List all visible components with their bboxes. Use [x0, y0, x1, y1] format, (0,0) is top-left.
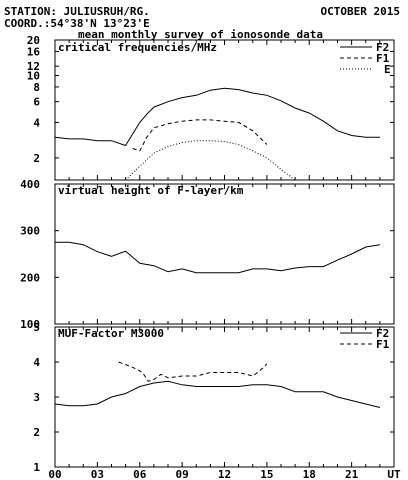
- series-line-p3-f2: [54, 380, 381, 408]
- x-tick-label: 06: [133, 468, 147, 480]
- y-tick-label-p1: 8: [33, 81, 40, 94]
- panel-title-frequencies: critical frequencies/MHz: [58, 41, 217, 54]
- panel-frame-frequencies: [54, 39, 395, 181]
- coord-label: COORD.:54°38'N 13°23'E: [4, 17, 150, 30]
- series-line-p3-f1: [118, 361, 268, 382]
- y-tick-label-p1: 16: [27, 45, 41, 58]
- legend-label-f2: F2: [376, 41, 389, 54]
- figure-title: mean monthly survey of ionosonde data: [78, 28, 323, 41]
- y-tick-label-p3: 2: [33, 426, 40, 439]
- legend-label-muf-f1: F1: [376, 338, 390, 351]
- x-tick-label: 12: [218, 468, 231, 480]
- y-tick-label-p2: 300: [20, 225, 40, 238]
- x-tick-label: 09: [176, 468, 189, 480]
- panel-frame-muf: [54, 326, 395, 468]
- legend-label-e: E: [384, 63, 391, 76]
- legend-frequencies: F2 F1 E: [340, 41, 391, 76]
- y-tick-label-p2: 400: [20, 178, 40, 191]
- y-tick-label-p1: 2: [33, 152, 40, 165]
- y-tick-label-p1: 12: [27, 60, 40, 73]
- x-tick-label: 21: [345, 468, 359, 480]
- station-label: STATION: JULIUSRUH/RG.: [4, 5, 150, 18]
- month-label: OCTOBER 2015: [321, 5, 400, 18]
- x-tick-label: 03: [91, 468, 104, 480]
- y-tick-label-p3: 1: [33, 461, 40, 474]
- x-tick-label: 18: [303, 468, 316, 480]
- x-tick-label: 15: [260, 468, 273, 480]
- y-tick-label-p1: 10: [27, 70, 40, 83]
- x-axis-unit-label: UT: [387, 468, 401, 480]
- y-tick-label-p1: 4: [33, 116, 40, 129]
- y-tick-label-p3: 5: [33, 321, 40, 334]
- panel-title-muf: MUF-Factor M3000: [58, 327, 164, 340]
- y-tick-label-p3: 3: [33, 391, 40, 404]
- x-tick-label: 00: [48, 468, 61, 480]
- y-tick-label-p2: 200: [20, 271, 40, 284]
- y-tick-label-p1: 20: [27, 34, 40, 47]
- y-tick-label-p1: 6: [33, 96, 40, 109]
- legend-muf: F2 F1: [340, 327, 390, 351]
- y-tick-label-p3: 4: [33, 356, 40, 369]
- panel-title-height: virtual height of F-layer/km: [58, 184, 244, 197]
- series-line-p2-f-layer: [55, 241, 380, 274]
- series-line-p1-f1: [132, 119, 268, 152]
- series-line-p1-f2: [54, 87, 380, 147]
- series-line-p1-e: [125, 140, 296, 181]
- legend-label-muf-f2: F2: [376, 327, 389, 340]
- legend-label-f1: F1: [376, 52, 390, 65]
- y-tick-label-p2: 100: [20, 318, 40, 331]
